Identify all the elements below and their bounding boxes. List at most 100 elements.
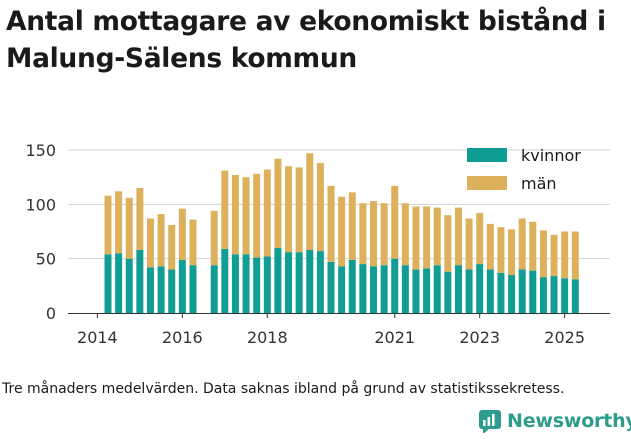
bar-kvinnor <box>476 264 484 313</box>
bar-man <box>571 231 579 280</box>
bar-man <box>274 158 282 248</box>
bar-man <box>518 218 526 270</box>
bar-man <box>412 206 420 270</box>
legend-swatch <box>467 148 507 162</box>
bar-kvinnor <box>391 258 399 313</box>
newsworthy-icon <box>479 410 501 433</box>
bar-kvinnor <box>189 265 197 313</box>
bar-man <box>529 221 537 271</box>
bar-man <box>508 229 516 275</box>
bar-man <box>306 153 314 250</box>
x-tick-label: 2018 <box>247 328 288 347</box>
bar-man <box>221 170 229 249</box>
bar-man <box>178 208 186 260</box>
chart-title: Antal mottagare av ekonomiskt bistånd i … <box>6 6 606 74</box>
bar-man <box>338 196 346 267</box>
bar-kvinnor <box>231 254 239 313</box>
bar-man <box>465 218 473 270</box>
bar-kvinnor <box>550 276 558 313</box>
bar-kvinnor <box>327 261 335 313</box>
bar-kvinnor <box>454 265 462 313</box>
bar-man <box>486 223 494 270</box>
legend-swatch <box>467 176 507 190</box>
bar-kvinnor <box>444 271 452 313</box>
bar-man <box>157 214 165 267</box>
bar-kvinnor <box>221 248 229 313</box>
bar-kvinnor <box>263 256 271 313</box>
bar-man <box>380 203 388 266</box>
bar-kvinnor <box>539 277 547 313</box>
bars <box>104 153 579 313</box>
bar-kvinnor <box>561 278 569 313</box>
bar-kvinnor <box>497 272 505 313</box>
bar-man <box>444 215 452 272</box>
bar-man <box>146 218 154 268</box>
axes: 0 50 100 150 2014 2016 2018 2021 2023 2025 <box>25 141 610 347</box>
bar-kvinnor <box>157 266 165 313</box>
legend-label: män <box>521 174 557 193</box>
bar-kvinnor <box>146 267 154 313</box>
bar-kvinnor <box>529 270 537 313</box>
bar-kvinnor <box>380 265 388 313</box>
brand-name: Newsworthy <box>507 410 631 432</box>
bar-kvinnor <box>316 251 324 313</box>
bar-man <box>348 192 356 260</box>
bar-kvinnor <box>136 249 144 313</box>
bar-kvinnor <box>242 254 250 313</box>
bar-man <box>370 201 377 267</box>
legend-label: kvinnor <box>521 146 581 165</box>
bar-kvinnor <box>274 247 282 313</box>
bar-man <box>401 203 409 266</box>
bar-kvinnor <box>285 252 293 313</box>
x-tick-label: 2016 <box>162 328 203 347</box>
bar-kvinnor <box>295 252 303 313</box>
bar-man <box>423 206 431 269</box>
bar-man <box>539 230 547 278</box>
footnote: Tre månaders medelvärden. Data saknas ib… <box>2 381 565 397</box>
bar-kvinnor <box>518 269 526 313</box>
bar-kvinnor <box>115 253 123 313</box>
bar-man <box>285 166 293 253</box>
bar-kvinnor <box>412 269 420 313</box>
bar-man <box>168 224 176 270</box>
bar-kvinnor <box>178 259 186 313</box>
bar-man <box>454 207 462 266</box>
legend: kvinnor män <box>467 146 581 193</box>
bar-man <box>359 203 367 265</box>
bar-kvinnor <box>168 269 176 313</box>
bar-man <box>316 163 324 252</box>
y-tick-label: 50 <box>36 250 56 269</box>
bar-man <box>327 185 335 262</box>
bar-man <box>561 231 569 279</box>
bar-kvinnor <box>433 265 441 313</box>
bar-man <box>253 173 261 258</box>
bar-man <box>263 169 271 257</box>
x-tick-label: 2025 <box>544 328 585 347</box>
bar-man <box>104 195 112 255</box>
bar-man <box>136 188 144 250</box>
brand-logo[interactable]: Newsworthy <box>478 409 631 433</box>
bar-man <box>433 207 441 266</box>
y-tick-label: 0 <box>46 304 56 323</box>
y-tick-label: 150 <box>25 141 56 160</box>
bar-kvinnor <box>125 258 133 313</box>
bar-kvinnor <box>401 265 409 313</box>
x-tick-label: 2014 <box>77 328 118 347</box>
bar-kvinnor <box>348 259 356 313</box>
bar-man <box>210 210 218 266</box>
bar-man <box>497 227 505 273</box>
bar-man <box>242 177 250 255</box>
bar-kvinnor <box>306 249 314 313</box>
bar-man <box>391 185 399 259</box>
bar-kvinnor <box>338 266 346 313</box>
bar-man <box>115 191 123 254</box>
bar-man <box>231 174 239 255</box>
bar-man <box>476 213 484 265</box>
bar-man <box>125 197 133 259</box>
bar-man <box>295 167 303 253</box>
x-tick-label: 2021 <box>374 328 415 347</box>
bar-man <box>189 219 197 266</box>
bar-kvinnor <box>465 269 473 313</box>
bar-kvinnor <box>210 265 218 313</box>
